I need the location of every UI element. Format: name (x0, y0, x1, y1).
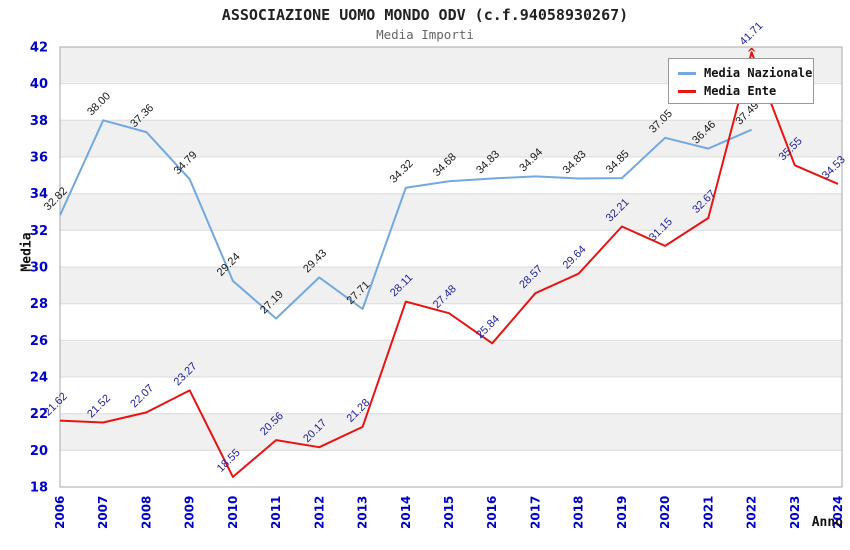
x-tick-label: 2007 (96, 496, 110, 529)
y-tick-label: 20 (30, 444, 48, 459)
legend-label: Media Nazionale (704, 66, 813, 80)
y-tick-label: 30 (30, 261, 48, 276)
x-tick-label: 2015 (442, 496, 456, 529)
x-tick-label: 2017 (528, 496, 542, 529)
x-tick-label: 2020 (658, 496, 672, 529)
series-line-media-nazionale (59, 119, 753, 320)
legend-item-media-nazionale: Media Nazionale (669, 64, 813, 82)
x-tick-label: 2011 (269, 496, 283, 529)
x-tick-label: 2010 (226, 496, 240, 529)
x-tick-label: 2024 (831, 496, 845, 529)
plot-border (59, 46, 843, 488)
y-tick-label: 28 (30, 297, 48, 312)
x-tick-label: 2009 (183, 496, 197, 529)
y-tick-label: 38 (30, 114, 48, 129)
stripe-band (60, 340, 842, 377)
legend: Media Nazionale Media Ente (668, 58, 814, 104)
x-tick-label: 2008 (139, 496, 153, 529)
x-tick-label: 2023 (788, 496, 802, 529)
stripe-band (60, 120, 842, 157)
y-tick-label: 18 (30, 481, 48, 496)
y-axis-title: Media (19, 232, 35, 272)
legend-label: Media Ente (704, 84, 777, 98)
y-tick-label: 32 (30, 224, 48, 239)
x-tick-label: 2021 (701, 496, 715, 529)
x-axis-title: Anno (811, 515, 843, 530)
y-tick-label: 36 (30, 151, 48, 166)
x-tick-label: 2012 (312, 496, 326, 529)
legend-item-media-ente: Media Ente (669, 82, 813, 100)
stripe-band (60, 267, 842, 304)
legend-swatch (678, 89, 696, 93)
x-tick-label: 2022 (745, 496, 759, 529)
x-tick-label: 2013 (356, 496, 370, 529)
x-tick-label: 2016 (485, 496, 499, 529)
peak-arrow: ^ (747, 46, 757, 60)
series-line-media-ente (59, 51, 839, 478)
x-tick-label: 2006 (53, 496, 67, 529)
legend-swatch (678, 71, 696, 75)
y-tick-label: 26 (30, 334, 48, 349)
x-tick-label: 2018 (572, 496, 586, 529)
chart-title: ASSOCIAZIONE UOMO MONDO ODV (c.f.9405893… (221, 6, 629, 24)
x-tick-label: 2019 (615, 496, 629, 529)
y-tick-label: 22 (30, 407, 48, 422)
chart-subtitle: Media Importi (376, 27, 474, 42)
stripe-band (60, 413, 842, 451)
y-tick-label: 40 (30, 77, 48, 92)
stripe-band (60, 193, 842, 231)
y-tick-label: 24 (30, 371, 48, 386)
y-tick-label: 34 (30, 187, 48, 202)
y-tick-label: 42 (30, 41, 48, 56)
x-tick-label: 2014 (399, 496, 413, 529)
